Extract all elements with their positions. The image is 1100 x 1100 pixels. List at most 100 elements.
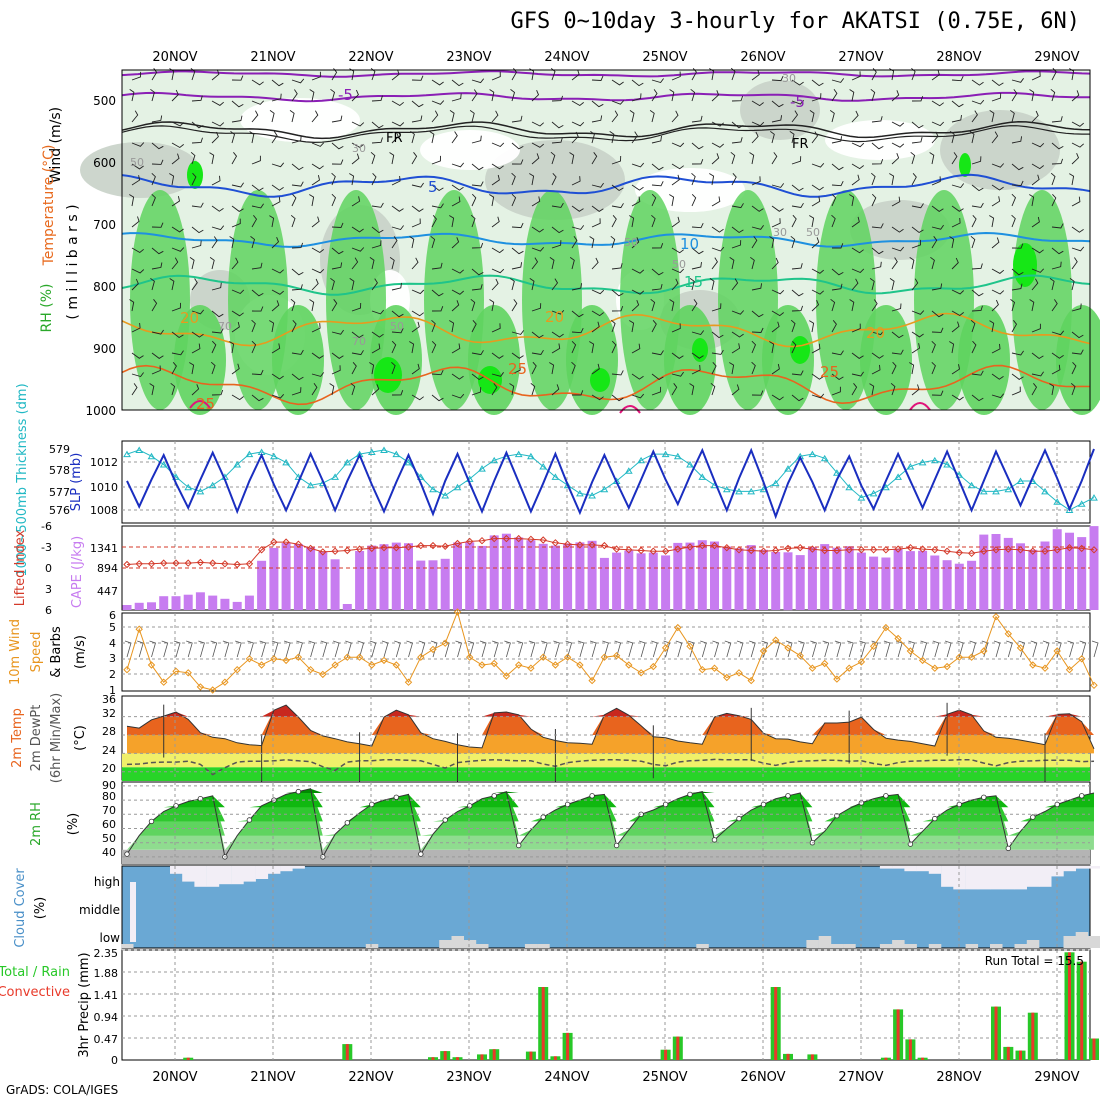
wind-barb	[991, 373, 1004, 380]
cloud-bar-high	[1088, 866, 1100, 869]
wind-barb	[691, 142, 704, 150]
li-point	[796, 543, 804, 552]
wind-barb	[614, 640, 622, 658]
wind-speed-point	[441, 639, 449, 647]
wind-barb	[431, 394, 444, 402]
li-point	[845, 546, 853, 554]
wind-barb	[1071, 361, 1077, 375]
wind-barb	[671, 216, 680, 228]
wind-barb	[271, 237, 280, 249]
wind-speed-point	[710, 664, 719, 672]
wind-barb	[451, 93, 462, 102]
wind-barb	[1011, 386, 1021, 396]
wind-barb	[689, 278, 695, 291]
wind-barb	[970, 235, 976, 249]
wind-barb	[911, 343, 921, 354]
wind-barb	[371, 343, 381, 354]
wind-barb	[549, 257, 555, 270]
pressure-tick: 1000	[85, 404, 116, 418]
rh-point	[369, 801, 375, 808]
wind-barb	[1011, 373, 1024, 380]
wind-barb	[851, 278, 859, 291]
wind-barb	[171, 257, 179, 270]
wind-barb	[591, 182, 604, 188]
wind-barb	[381, 640, 389, 658]
cloud-bar-high	[928, 866, 942, 874]
rh-region	[590, 368, 610, 392]
wind-barb	[1071, 349, 1084, 355]
wind-barb	[626, 640, 634, 658]
precip-bar-convective	[994, 1006, 998, 1060]
wind-barb	[690, 88, 696, 102]
wind-barb	[700, 640, 707, 658]
isotherm-label: 20	[866, 324, 885, 342]
wind-barb	[730, 151, 736, 165]
wind-barb	[191, 226, 204, 234]
wind-barb	[131, 142, 145, 147]
rh-point	[564, 801, 571, 808]
wind-tick: 1	[109, 684, 116, 697]
wind-barb	[491, 110, 499, 123]
axis-label-2m-temp: 2m Temp	[10, 708, 25, 768]
thickness-point	[282, 458, 290, 466]
cape-tick: 894	[97, 562, 118, 575]
cape-bar	[856, 552, 866, 610]
wind-barb	[129, 194, 135, 207]
wind-barb	[371, 172, 377, 186]
wind-barb	[391, 328, 404, 334]
wind-barb	[1049, 383, 1055, 396]
wind-barb	[771, 289, 785, 295]
wind-barb	[431, 79, 444, 86]
wind-barb	[651, 214, 656, 228]
cape-bar	[514, 537, 524, 610]
wind-barb	[311, 278, 319, 291]
wind-barb	[611, 319, 616, 333]
wind-barb	[791, 184, 804, 192]
wind-barb	[406, 640, 413, 658]
cloud-bar-low	[1075, 932, 1089, 948]
isotherm-label: 20	[545, 308, 564, 326]
wind-barb	[711, 349, 724, 355]
wind-barb	[351, 142, 364, 148]
thickness-point	[539, 463, 548, 470]
wind-barb	[1070, 382, 1076, 396]
wind-barb	[651, 640, 658, 658]
wind-barb	[971, 289, 984, 297]
wind-barb	[291, 89, 298, 102]
wind-barb	[809, 320, 815, 333]
wind-barb	[932, 640, 940, 658]
cloud-bar-high	[170, 866, 183, 874]
precip-bar-convective	[186, 1057, 190, 1060]
rh-region	[80, 142, 200, 198]
wind-barb	[891, 257, 898, 270]
wind-barb	[811, 268, 824, 274]
wind-barb	[771, 394, 784, 401]
thickness-point	[624, 467, 633, 474]
wind-barb	[571, 236, 578, 249]
thickness-point	[992, 487, 1000, 495]
li-point	[355, 545, 364, 553]
thickness-point	[404, 458, 413, 466]
wind-barb	[891, 331, 904, 339]
wind-barb	[869, 383, 875, 396]
wind-barb	[411, 289, 425, 295]
wind-barb	[751, 100, 764, 107]
wind-barb	[551, 121, 564, 129]
wind-barb	[451, 300, 460, 312]
wind-barb	[691, 330, 705, 336]
wind-barb	[689, 383, 695, 396]
wind-barb	[791, 110, 799, 123]
wind-barb	[1031, 110, 1039, 123]
wind-barb	[309, 299, 315, 312]
wind-barb	[411, 394, 424, 401]
wind-barb	[851, 371, 864, 377]
li-point	[735, 546, 743, 554]
wind-barb	[531, 247, 545, 252]
axis-label-convective: Convective	[0, 985, 70, 1000]
wind-barb	[991, 343, 1001, 354]
cloud-bar-high	[218, 866, 232, 885]
wind-barb	[571, 361, 576, 375]
wind-barb	[269, 110, 275, 123]
rh-region	[940, 110, 1060, 190]
wind-barb	[811, 163, 825, 168]
